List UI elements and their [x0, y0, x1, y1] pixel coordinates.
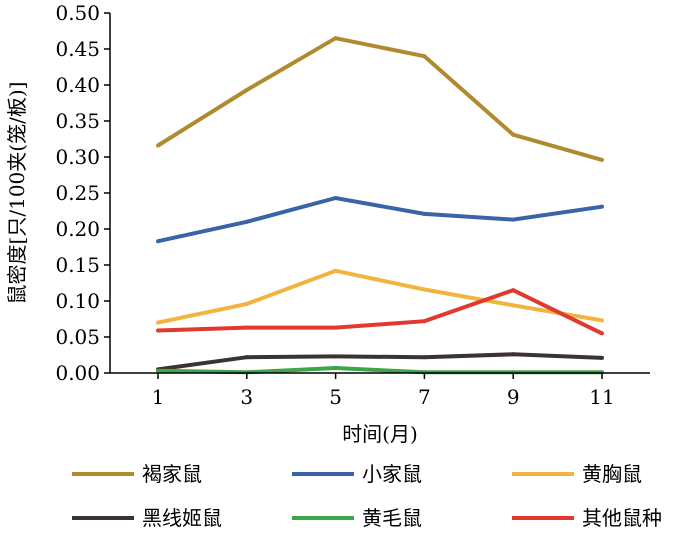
y-tick-label: 0.15 [55, 253, 100, 277]
x-axis-title: 时间(月) [342, 422, 418, 446]
data-point [244, 325, 249, 330]
data-point [511, 217, 516, 222]
x-tick-label: 3 [240, 385, 253, 409]
series-line [157, 352, 603, 372]
data-point [333, 325, 338, 330]
y-tick-label: 0.25 [55, 181, 100, 205]
data-point [600, 318, 604, 323]
data-point [511, 288, 516, 293]
data-point [422, 54, 427, 59]
data-point [600, 204, 604, 209]
data-point [600, 355, 604, 360]
data-point [156, 328, 160, 333]
y-tick-label: 0.45 [55, 37, 100, 61]
y-tick-label: 0.20 [55, 217, 100, 241]
y-tick-label: 0.00 [55, 361, 100, 385]
legend-item: 小家鼠 [292, 462, 422, 486]
y-ticks: 0.00 0.05 0.10 0.15 0.20 0.25 0.30 0.35 0.40 0.45… [55, 1, 110, 385]
x-tick-label: 7 [418, 385, 431, 409]
data-point [244, 88, 249, 93]
x-ticks: 1 3 5 7 9 11 [152, 373, 615, 409]
data-point [244, 355, 249, 360]
legend-item: 褐家鼠 [72, 462, 202, 486]
data-point [600, 157, 604, 162]
y-axis-title: 鼠密度[只/100夹(笼/板)] [5, 82, 29, 305]
legend-label: 黄胸鼠 [582, 462, 642, 486]
y-tick-label: 0.10 [55, 289, 100, 313]
y-tick-label: 0.35 [55, 109, 100, 133]
legend-label: 小家鼠 [362, 462, 422, 486]
y-tick-label: 0.05 [55, 325, 100, 349]
data-point [156, 239, 160, 244]
data-point [156, 368, 160, 373]
data-point [244, 219, 249, 224]
data-point [600, 331, 604, 336]
data-point [422, 287, 427, 292]
data-point [511, 303, 516, 308]
data-point [333, 354, 338, 359]
y-tick-label: 0.30 [55, 145, 100, 169]
series-line [157, 268, 603, 325]
series-2 [156, 268, 604, 325]
data-point [333, 268, 338, 273]
series-line [157, 288, 603, 336]
x-tick-label: 9 [507, 385, 520, 409]
series-1 [156, 195, 604, 244]
series-5 [156, 288, 604, 336]
y-tick-label: 0.40 [55, 73, 100, 97]
series-line [156, 36, 603, 162]
axes: 0.00 0.05 0.10 0.15 0.20 0.25 0.30 0.35 0.40 0.45… [55, 1, 650, 409]
legend-item: 其他鼠种 [512, 506, 662, 530]
data-point [244, 301, 249, 306]
data-point [156, 320, 160, 325]
legend-label: 其他鼠种 [582, 506, 662, 530]
data-point [422, 319, 427, 324]
data-point [511, 352, 516, 357]
series-line [157, 365, 602, 375]
legend-item: 黄毛鼠 [292, 506, 422, 530]
data-point [333, 36, 338, 41]
legend-label: 黄毛鼠 [362, 506, 422, 530]
legend-item: 黄胸鼠 [512, 462, 642, 486]
x-tick-label: 1 [152, 385, 165, 409]
plot-lines [156, 36, 604, 375]
data-point [422, 355, 427, 360]
data-point [511, 132, 516, 137]
legend-label: 褐家鼠 [142, 462, 202, 486]
x-tick-label: 11 [589, 385, 614, 409]
series-line [157, 195, 603, 244]
y-tick-label: 0.50 [55, 1, 100, 25]
data-point [333, 365, 338, 370]
data-point [422, 211, 427, 216]
data-point [156, 143, 160, 148]
series-0 [156, 36, 604, 162]
x-tick-label: 5 [329, 385, 342, 409]
legend-item: 黑线姬鼠 [72, 506, 222, 530]
data-point [333, 196, 338, 201]
legend-label: 黑线姬鼠 [142, 506, 222, 530]
